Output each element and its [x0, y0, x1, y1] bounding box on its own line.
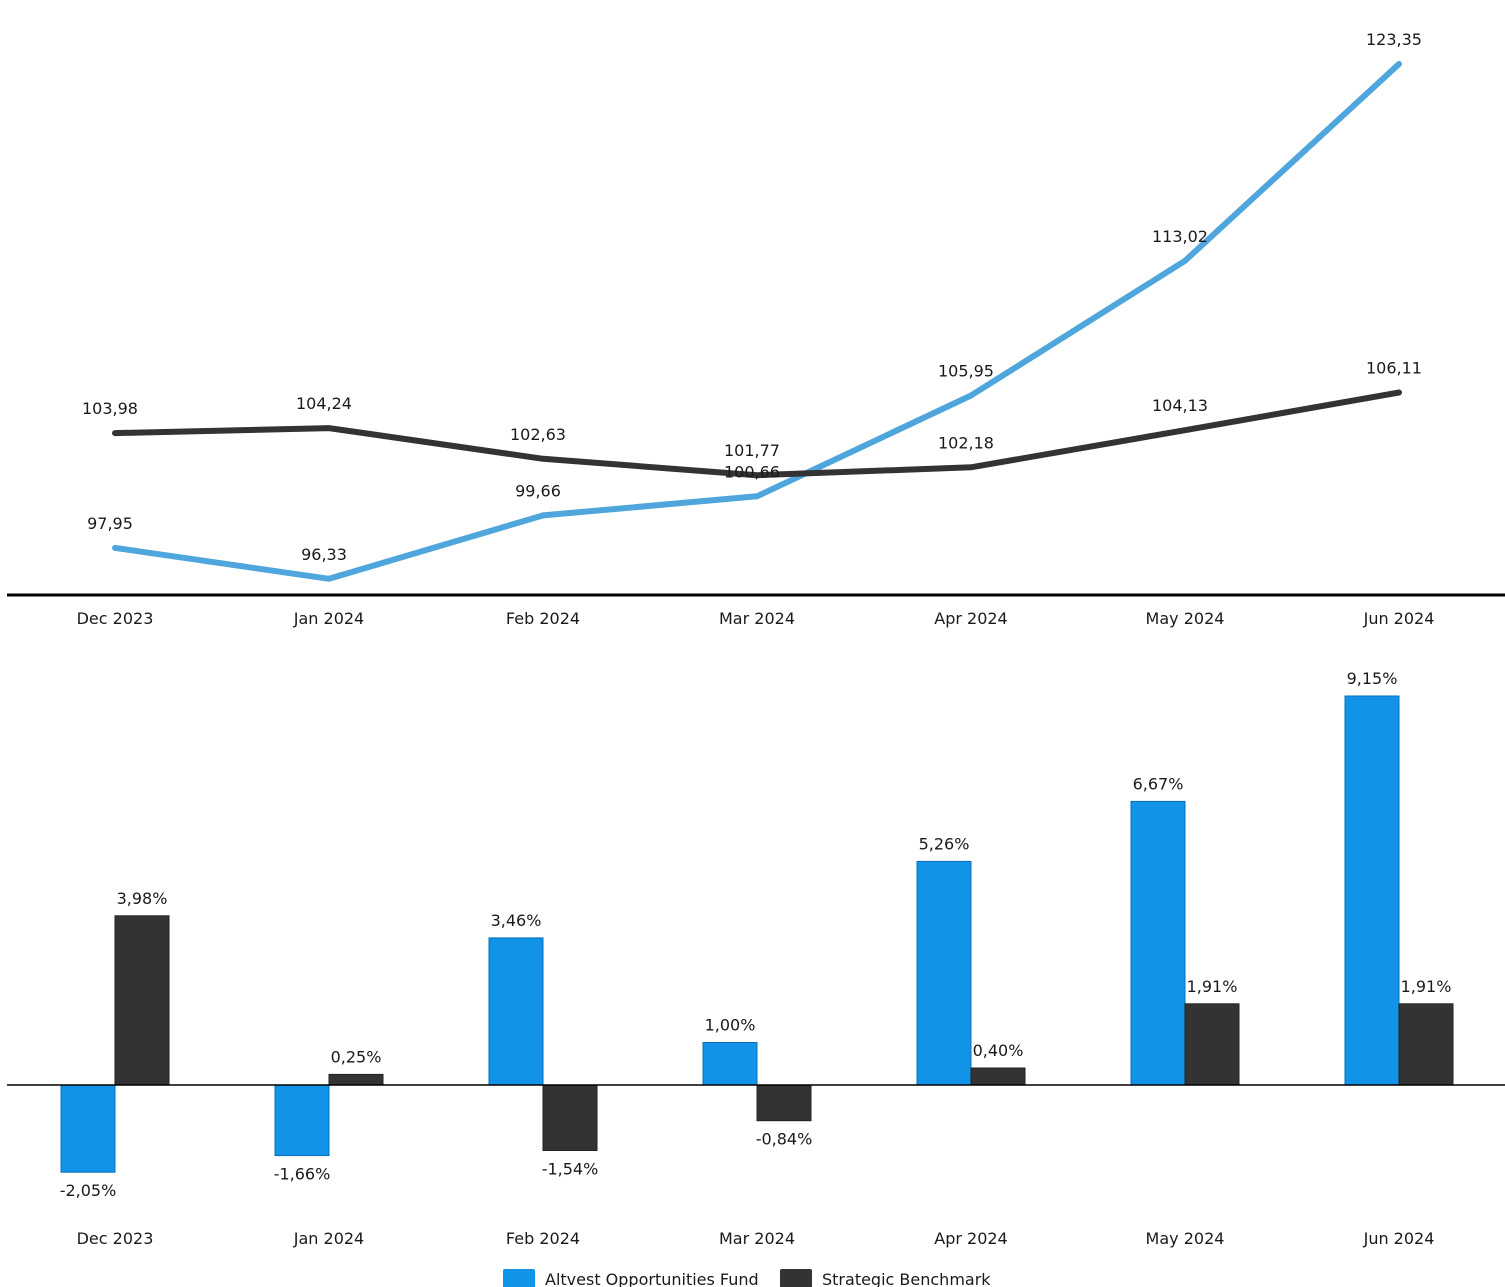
- benchmark-bar-label: 3,98%: [117, 889, 168, 908]
- bar-x-tick-label: Dec 2023: [77, 1229, 154, 1248]
- line-x-tick-label: Jan 2024: [293, 609, 364, 628]
- fund-data-label: 99,66: [515, 481, 561, 500]
- benchmark-data-label: 102,18: [938, 433, 994, 452]
- fund-bar-label: 9,15%: [1347, 669, 1398, 688]
- fund-data-label: 123,35: [1366, 30, 1422, 49]
- line-x-tick-label: Apr 2024: [934, 609, 1007, 628]
- benchmark-bar-label: -0,84%: [756, 1130, 813, 1149]
- fund-series-line: [112, 61, 1402, 582]
- fund-bar: [1344, 695, 1400, 1086]
- line-chart: Dec 2023 Jan 2024 Feb 2024 Mar 2024 Apr 2024…: [7, 30, 1505, 628]
- fund-data-label: 100,66: [724, 462, 780, 481]
- benchmark-data-label: 104,13: [1152, 396, 1208, 415]
- fund-bar: [1130, 800, 1186, 1086]
- benchmark-bar: [1398, 1003, 1454, 1086]
- bar-x-tick-label: Jun 2024: [1363, 1229, 1435, 1248]
- bar-x-tick-label: Mar 2024: [719, 1229, 795, 1248]
- benchmark-bar-label: 1,91%: [1401, 977, 1452, 996]
- line-x-tick-label: May 2024: [1146, 609, 1225, 628]
- bar-x-tick-label: Jan 2024: [293, 1229, 364, 1248]
- line-x-tick-label: Feb 2024: [506, 609, 580, 628]
- bar-x-tick-label: Apr 2024: [934, 1229, 1007, 1248]
- fund-bar-label: 6,67%: [1133, 774, 1184, 793]
- bar-x-tick-label: May 2024: [1146, 1229, 1225, 1248]
- bar-chart: -2,05% -1,66% 3,46% 1,00% 5,26% 6,67% 9,15% 3,9…: [7, 669, 1505, 1248]
- fund-bar-label: -2,05%: [60, 1181, 117, 1200]
- fund-data-label: 96,33: [301, 545, 347, 564]
- fund-bar-label: -1,66%: [274, 1165, 331, 1184]
- fund-bar: [916, 860, 972, 1086]
- benchmark-bar-label: -1,54%: [542, 1159, 599, 1178]
- legend-label: Altvest Opportunities Fund: [545, 1270, 759, 1287]
- benchmark-data-label: 103,98: [82, 399, 138, 418]
- benchmark-bar: [1184, 1003, 1240, 1086]
- fund-data-label: 105,95: [938, 362, 994, 381]
- benchmark-bar: [114, 915, 170, 1086]
- benchmark-bar: [756, 1084, 812, 1122]
- line-x-tick-label: Mar 2024: [719, 609, 795, 628]
- fund-data-label: 113,02: [1152, 227, 1208, 246]
- fund-data-label: 97,95: [87, 514, 133, 533]
- bar-x-tick-label: Feb 2024: [506, 1229, 580, 1248]
- fund-bar: [274, 1084, 330, 1157]
- benchmark-bar-label: 1,91%: [1187, 977, 1238, 996]
- fund-bar-label: 1,00%: [705, 1015, 756, 1034]
- legend-swatch: [503, 1269, 535, 1287]
- fund-bar: [488, 937, 544, 1086]
- legend-label: Strategic Benchmark: [822, 1270, 991, 1287]
- legend-swatch: [780, 1269, 812, 1287]
- benchmark-data-label: 106,11: [1366, 358, 1422, 377]
- fund-bar: [702, 1042, 758, 1086]
- fund-bar-label: 5,26%: [919, 834, 970, 853]
- benchmark-data-label: 104,24: [296, 394, 352, 413]
- benchmark-data-label: 102,63: [510, 425, 566, 444]
- benchmark-bar: [542, 1084, 598, 1151]
- legend: Altvest Opportunities Fund Strategic Benc…: [503, 1269, 991, 1287]
- benchmark-data-label: 101,77: [724, 441, 780, 460]
- benchmark-bar-label: 0,40%: [973, 1041, 1024, 1060]
- fund-bar-label: 3,46%: [491, 911, 542, 930]
- line-x-tick-label: Dec 2023: [77, 609, 154, 628]
- benchmark-bar-label: 0,25%: [331, 1047, 382, 1066]
- benchmark-bar: [328, 1073, 384, 1086]
- benchmark-series-line: [112, 389, 1402, 479]
- fund-bar: [60, 1084, 116, 1173]
- benchmark-bar: [970, 1067, 1026, 1086]
- line-x-tick-label: Jun 2024: [1363, 609, 1435, 628]
